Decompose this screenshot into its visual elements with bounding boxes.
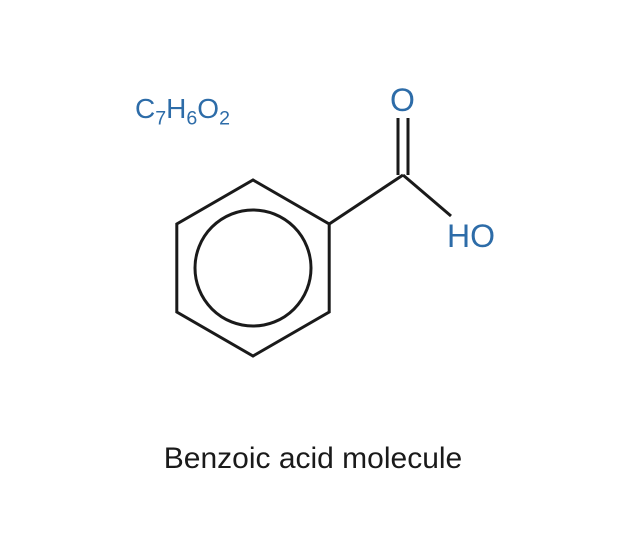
bond-ring-to-c (329, 175, 403, 224)
bond-c-oh (403, 175, 451, 216)
molecular-formula: C7H6O2 (135, 93, 230, 131)
benzene-ring (177, 180, 329, 356)
oxygen-double-label: O (390, 82, 415, 119)
carboxyl-group (329, 118, 451, 224)
molecule-title: Benzoic acid molecule (0, 442, 626, 476)
hexagon (177, 180, 329, 356)
aromatic-circle (195, 210, 311, 326)
hydroxyl-label: HO (447, 218, 495, 255)
